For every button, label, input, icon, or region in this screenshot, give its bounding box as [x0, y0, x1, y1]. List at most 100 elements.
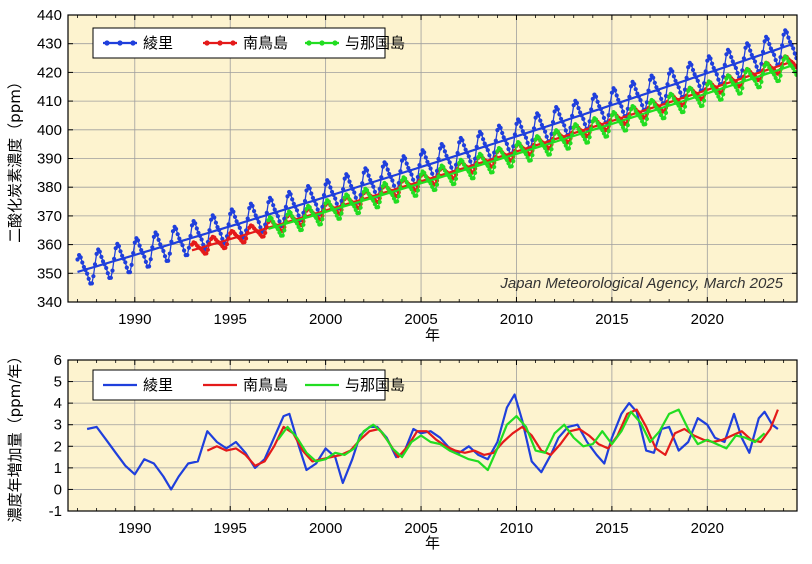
data-point	[403, 156, 408, 161]
data-point	[441, 144, 446, 149]
data-point	[460, 138, 465, 143]
data-point	[97, 249, 102, 254]
data-point	[719, 97, 724, 102]
data-point	[288, 192, 293, 197]
data-point	[415, 188, 420, 193]
data-point	[676, 103, 681, 108]
data-point	[476, 134, 481, 139]
data-point	[530, 153, 535, 158]
data-point	[314, 215, 319, 220]
data-point	[511, 144, 516, 149]
data-point	[544, 134, 549, 139]
data-point	[644, 100, 650, 105]
data-point	[767, 42, 772, 47]
data-point	[304, 188, 309, 193]
data-point	[390, 192, 395, 198]
data-point	[511, 159, 516, 164]
x-tick-label: 1990	[118, 311, 151, 328]
data-point	[657, 109, 662, 114]
x-tick-label: 2015	[595, 311, 628, 328]
data-point	[404, 161, 409, 166]
legend-marker	[204, 40, 210, 46]
data-point	[689, 86, 694, 92]
data-point	[320, 217, 325, 222]
data-point	[372, 189, 377, 194]
y-tick-label: 1	[54, 460, 62, 477]
data-point	[479, 153, 484, 158]
data-point	[517, 119, 522, 124]
data-point	[514, 143, 519, 148]
data-point	[353, 207, 358, 213]
data-point	[676, 85, 681, 90]
x-tick-label: 2020	[691, 311, 724, 328]
legend-label: 綾里	[143, 376, 173, 394]
data-point	[356, 210, 362, 215]
data-point	[555, 129, 560, 134]
data-point	[299, 227, 304, 232]
data-point	[209, 217, 214, 222]
data-point	[75, 257, 80, 262]
data-point	[601, 131, 607, 136]
data-point	[403, 176, 408, 181]
data-point	[487, 153, 492, 158]
data-point	[174, 226, 179, 232]
data-point	[700, 103, 705, 108]
legend-marker	[130, 40, 136, 46]
x-tick-label: 1995	[214, 520, 247, 537]
x-tick-label: 2010	[500, 311, 533, 328]
data-point	[256, 220, 261, 225]
data-point	[757, 84, 762, 90]
data-point	[670, 69, 675, 74]
data-point	[391, 183, 397, 188]
data-point	[625, 123, 630, 128]
data-point	[714, 72, 719, 77]
data-point	[738, 91, 743, 96]
data-point	[581, 134, 586, 139]
data-point	[269, 216, 274, 221]
data-point	[552, 109, 557, 114]
data-point	[473, 156, 478, 161]
series-0	[86, 393, 779, 491]
data-point	[759, 79, 764, 84]
data-point	[648, 77, 653, 82]
data-point	[514, 121, 519, 126]
data-point	[129, 262, 134, 267]
data-point	[180, 243, 185, 248]
data-point	[275, 214, 280, 219]
data-point	[498, 147, 503, 152]
data-point	[773, 58, 778, 63]
data-point	[686, 88, 691, 93]
data-point	[358, 205, 363, 210]
data-point	[242, 240, 247, 245]
data-point	[519, 124, 524, 129]
y-tick-label: 360	[37, 237, 62, 254]
data-point	[495, 128, 500, 133]
data-point	[361, 189, 366, 194]
data-point	[492, 164, 497, 170]
data-point	[571, 103, 576, 108]
data-point	[794, 56, 797, 61]
data-point	[781, 32, 786, 37]
plot-frame	[67, 359, 798, 512]
data-point	[409, 187, 414, 192]
data-point	[294, 208, 300, 213]
legend-marker	[319, 40, 325, 46]
data-point	[430, 184, 435, 189]
data-point	[123, 260, 128, 265]
data-point	[263, 230, 268, 235]
data-point	[193, 221, 198, 226]
data-point	[423, 155, 428, 160]
data-point	[752, 59, 758, 64]
data-point	[609, 113, 615, 118]
data-point	[304, 206, 309, 212]
series-2	[266, 54, 797, 238]
data-point	[361, 170, 366, 175]
data-point	[562, 123, 567, 128]
data-point	[377, 186, 382, 192]
data-point	[476, 155, 481, 160]
data-point	[581, 116, 586, 122]
data-point	[740, 68, 745, 73]
y-tick-label: 2	[54, 438, 62, 455]
data-point	[137, 243, 142, 248]
data-point	[277, 219, 282, 224]
